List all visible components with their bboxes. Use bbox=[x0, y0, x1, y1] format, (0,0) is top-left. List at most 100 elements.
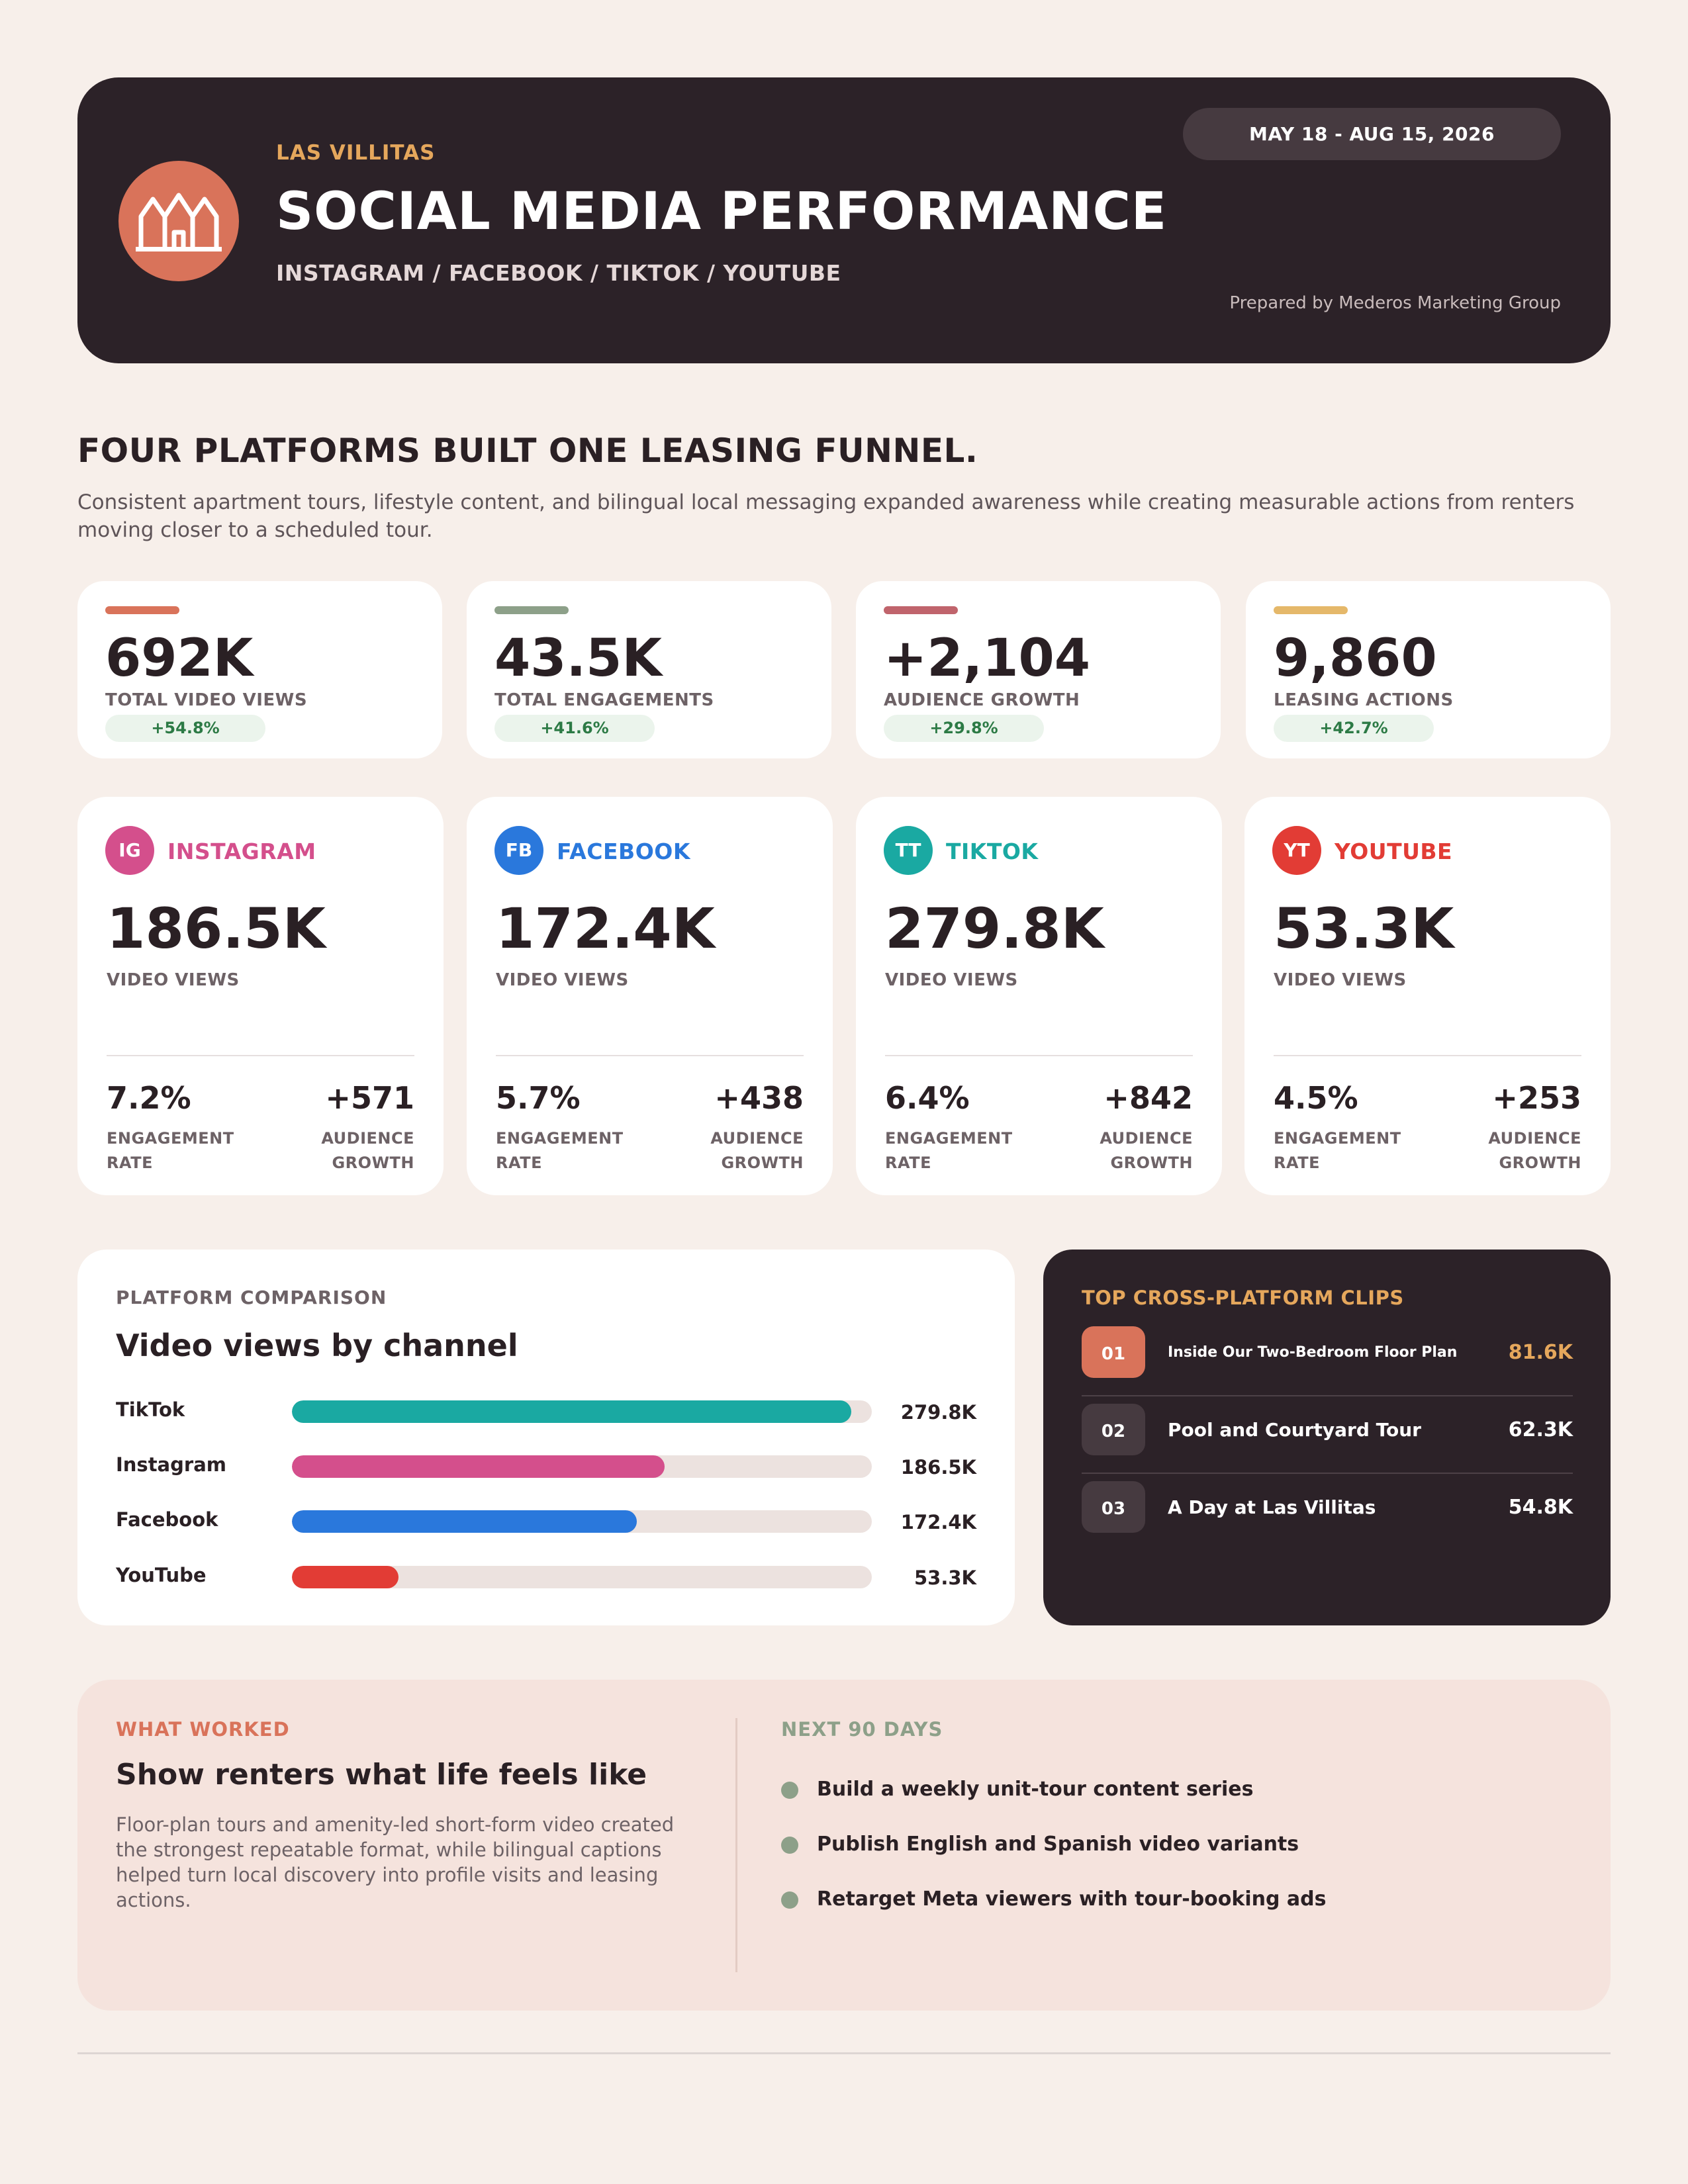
top-clips-panel: TOP CROSS-PLATFORM CLIPS 01 Inside Our T… bbox=[1043, 1250, 1611, 1625]
kpi-card-engagements: 43.5K TOTAL ENGAGEMENTS +41.6% bbox=[467, 581, 831, 758]
engagement-rate: 6.4% bbox=[885, 1080, 970, 1116]
bar-row: YouTube 53.3K bbox=[116, 1562, 976, 1589]
card-divider bbox=[107, 1055, 414, 1056]
bar-value-label: 186.5K bbox=[900, 1456, 976, 1479]
clip-row[interactable]: 01 Inside Our Two-Bedroom Floor Plan 81.… bbox=[1082, 1326, 1573, 1379]
platform-name: FACEBOOK bbox=[557, 839, 690, 864]
platform-name: YOUTUBE bbox=[1335, 839, 1453, 864]
clip-views: 62.3K bbox=[1508, 1418, 1573, 1441]
bar-track bbox=[292, 1510, 872, 1533]
kpi-label: AUDIENCE GROWTH bbox=[884, 690, 1080, 710]
bar-value-label: 172.4K bbox=[900, 1511, 976, 1533]
bar bbox=[292, 1400, 852, 1423]
bullet-dot-icon bbox=[781, 1782, 798, 1799]
kpi-label: LEASING ACTIONS bbox=[1274, 690, 1454, 710]
clips-eyebrow: TOP CROSS-PLATFORM CLIPS bbox=[1082, 1287, 1404, 1309]
bar bbox=[292, 1455, 665, 1478]
logo bbox=[118, 161, 239, 281]
kpi-card-leasing-actions: 9,860 LEASING ACTIONS +42.7% bbox=[1246, 581, 1611, 758]
chart-title: Video views by channel bbox=[116, 1328, 518, 1363]
bullet-dot-icon bbox=[781, 1837, 798, 1854]
kpi-delta-badge: +41.6% bbox=[494, 715, 655, 742]
bar-label: TikTok bbox=[116, 1398, 185, 1421]
bar-row: Instagram 186.5K bbox=[116, 1451, 976, 1479]
engagement-rate-label: ENGAGEMENT RATE bbox=[107, 1129, 234, 1172]
platform-card-youtube: YT YOUTUBE 53.3K VIDEO VIEWS 4.5% +253 E… bbox=[1244, 797, 1611, 1195]
date-range-badge: MAY 18 - AUG 15, 2026 bbox=[1183, 108, 1561, 160]
kpi-accent bbox=[494, 606, 569, 614]
platform-views: 53.3K bbox=[1274, 896, 1454, 961]
bar-row: Facebook 172.4K bbox=[116, 1506, 976, 1533]
insights-panel: WHAT WORKED Show renters what life feels… bbox=[77, 1680, 1611, 2011]
bar bbox=[292, 1510, 637, 1533]
what-worked-title: Show renters what life feels like bbox=[116, 1758, 647, 1792]
platform-views-label: VIDEO VIEWS bbox=[885, 970, 1018, 990]
clip-rank: 01 bbox=[1082, 1326, 1145, 1378]
next-step-item: Retarget Meta viewers with tour-booking … bbox=[781, 1884, 1575, 1913]
platform-name: INSTAGRAM bbox=[167, 839, 316, 864]
engagement-rate-label: ENGAGEMENT RATE bbox=[885, 1129, 1013, 1172]
platform-views-label: VIDEO VIEWS bbox=[496, 970, 629, 990]
kpi-delta-badge: +29.8% bbox=[884, 715, 1044, 742]
clip-views: 81.6K bbox=[1508, 1341, 1573, 1364]
clip-title: Pool and Courtyard Tour bbox=[1168, 1419, 1421, 1441]
audience-growth-label: AUDIENCE GROWTH bbox=[321, 1129, 414, 1172]
audience-growth-label: AUDIENCE GROWTH bbox=[710, 1129, 804, 1172]
footer-divider bbox=[77, 2052, 1611, 2054]
platform-comparison-chart: PLATFORM COMPARISON Video views by chann… bbox=[77, 1250, 1015, 1625]
clip-divider bbox=[1082, 1473, 1573, 1474]
houses-icon bbox=[136, 193, 222, 251]
what-worked-eyebrow: WHAT WORKED bbox=[116, 1718, 290, 1741]
kpi-delta-badge: +54.8% bbox=[105, 715, 265, 742]
clip-title: Inside Our Two-Bedroom Floor Plan bbox=[1168, 1344, 1458, 1361]
clip-rank: 03 bbox=[1082, 1481, 1145, 1533]
kpi-value: 43.5K bbox=[494, 629, 662, 688]
kpi-accent bbox=[884, 606, 958, 614]
bar-label: Facebook bbox=[116, 1508, 218, 1531]
next-90-days-eyebrow: NEXT 90 DAYS bbox=[781, 1718, 943, 1741]
next-step-text: Retarget Meta viewers with tour-booking … bbox=[817, 1888, 1327, 1911]
youtube-badge-icon: YT bbox=[1272, 826, 1321, 875]
instagram-badge-icon: IG bbox=[105, 826, 154, 875]
engagement-rate: 4.5% bbox=[1274, 1080, 1358, 1116]
bar bbox=[292, 1566, 399, 1588]
engagement-rate: 5.7% bbox=[496, 1080, 581, 1116]
kpi-card-video-views: 692K TOTAL VIDEO VIEWS +54.8% bbox=[77, 581, 442, 758]
platform-views: 186.5K bbox=[107, 896, 326, 961]
audience-growth: +571 bbox=[325, 1080, 414, 1116]
vertical-divider bbox=[735, 1718, 737, 1972]
platform-list: INSTAGRAM / FACEBOOK / TIKTOK / YOUTUBE bbox=[276, 260, 841, 286]
clip-row[interactable]: 02 Pool and Courtyard Tour 62.3K bbox=[1082, 1404, 1573, 1457]
platform-views-label: VIDEO VIEWS bbox=[1274, 970, 1407, 990]
kpi-delta-badge: +42.7% bbox=[1274, 715, 1434, 742]
facebook-badge-icon: FB bbox=[494, 826, 543, 875]
engagement-rate-label: ENGAGEMENT RATE bbox=[496, 1129, 624, 1172]
bar-track bbox=[292, 1400, 872, 1423]
clip-rank: 02 bbox=[1082, 1404, 1145, 1455]
engagement-rate: 7.2% bbox=[107, 1080, 191, 1116]
tiktok-badge-icon: TT bbox=[884, 826, 933, 875]
kpi-value: 9,860 bbox=[1274, 629, 1437, 688]
platform-name: TIKTOK bbox=[946, 839, 1039, 864]
clip-title: A Day at Las Villitas bbox=[1168, 1496, 1376, 1518]
intro-text: Consistent apartment tours, lifestyle co… bbox=[77, 490, 1575, 542]
kpi-label: TOTAL ENGAGEMENTS bbox=[494, 690, 714, 710]
kpi-accent bbox=[1274, 606, 1348, 614]
report-header: LAS VILLITAS SOCIAL MEDIA PERFORMANCE IN… bbox=[77, 77, 1611, 363]
bar-value-label: 279.8K bbox=[900, 1401, 976, 1424]
audience-growth: +438 bbox=[714, 1080, 804, 1116]
bullet-dot-icon bbox=[781, 1891, 798, 1909]
brand-name: LAS VILLITAS bbox=[276, 141, 436, 165]
card-divider bbox=[1274, 1055, 1581, 1056]
section-headline: FOUR PLATFORMS BUILT ONE LEASING FUNNEL. bbox=[77, 432, 978, 470]
card-divider bbox=[496, 1055, 804, 1056]
bar-label: Instagram bbox=[116, 1453, 226, 1476]
next-step-item: Build a weekly unit-tour content series bbox=[781, 1774, 1575, 1803]
chart-eyebrow: PLATFORM COMPARISON bbox=[116, 1287, 387, 1308]
card-divider bbox=[885, 1055, 1193, 1056]
platform-views: 279.8K bbox=[885, 896, 1104, 961]
kpi-card-audience-growth: +2,104 AUDIENCE GROWTH +29.8% bbox=[856, 581, 1221, 758]
clip-row[interactable]: 03 A Day at Las Villitas 54.8K bbox=[1082, 1481, 1573, 1534]
bar-label: YouTube bbox=[116, 1564, 207, 1586]
next-step-text: Publish English and Spanish video varian… bbox=[817, 1833, 1299, 1856]
